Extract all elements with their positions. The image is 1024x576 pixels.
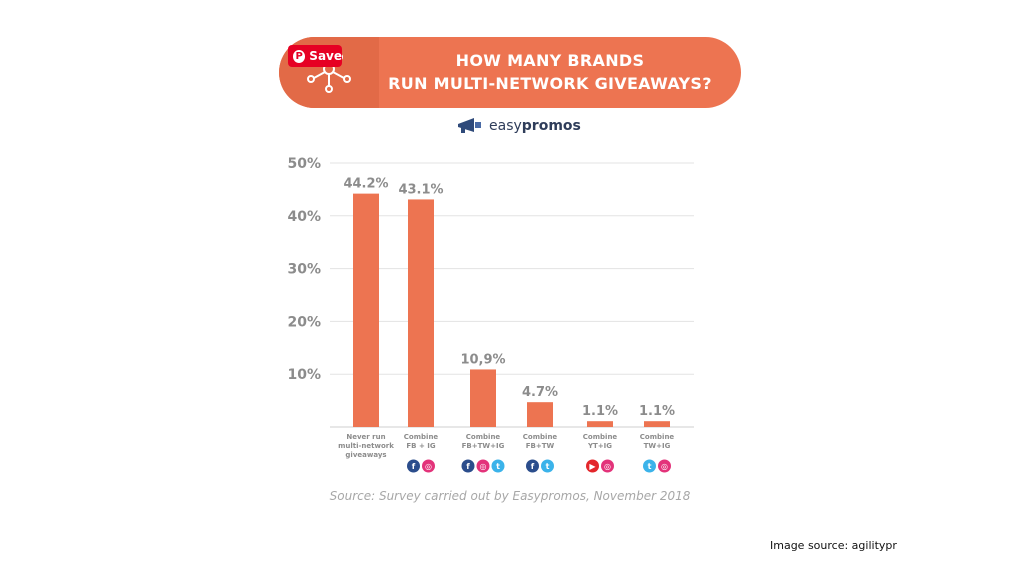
bar [587, 421, 613, 427]
data-label: 44.2% [343, 177, 388, 192]
bar [527, 402, 553, 427]
instagram-icon-glyph: ◎ [661, 462, 668, 471]
twitter-icon [541, 459, 554, 473]
x-tick-label: FB + IG [406, 442, 435, 450]
data-label: 4.7% [522, 385, 558, 400]
youtube-icon-glyph: ▶ [589, 462, 596, 471]
logo-text-easy: easy [489, 118, 522, 134]
y-tick-label: 10% [287, 367, 321, 383]
source-note: Source: Survey carried out by Easypromos… [329, 489, 691, 503]
logo-text: easypromos [489, 118, 581, 134]
instagram-icon-glyph: ◎ [480, 462, 487, 471]
megaphone-icon [458, 118, 481, 133]
youtube-icon [586, 459, 599, 473]
y-tick-label: 50% [287, 156, 321, 172]
pinterest-save-button[interactable]: P Save [288, 45, 342, 67]
title-line-1: HOW MANY BRANDS [455, 51, 645, 70]
x-tick-label: YT+IG [587, 442, 612, 450]
title-banner: HOW MANY BRANDS RUN MULTI-NETWORK GIVEAW… [279, 37, 741, 108]
x-tick-label: Combine [404, 433, 439, 441]
facebook-icon-glyph: f [412, 462, 416, 471]
bar [470, 369, 496, 427]
x-tick-label: FB+TW [526, 442, 555, 450]
x-tick-label: Combine [583, 433, 618, 441]
x-tick-label: FB+TW+IG [462, 442, 505, 450]
twitter-icon [491, 459, 505, 473]
bar [408, 199, 434, 427]
twitter-icon-glyph: t [546, 462, 550, 471]
data-label: 1.1% [582, 404, 618, 419]
pinterest-icon: P [293, 49, 306, 63]
bar [644, 421, 670, 427]
network-icon [307, 53, 351, 93]
facebook-icon-glyph: f [531, 462, 535, 471]
easypromos-logo: easypromos [456, 116, 581, 136]
twitter-icon [643, 459, 656, 473]
twitter-icon-glyph: t [648, 462, 652, 471]
bar [353, 193, 379, 427]
instagram-icon-glyph: ◎ [425, 462, 432, 471]
logo-text-promos: promos [521, 118, 581, 134]
x-tick-label: Never run [346, 433, 385, 441]
y-tick-label: 30% [287, 262, 321, 278]
facebook-icon [526, 459, 539, 473]
y-tick-label: 20% [287, 314, 321, 330]
save-label: Save [309, 49, 342, 63]
x-tick-label: multi-network [338, 442, 394, 450]
instagram-icon [601, 459, 614, 473]
data-label: 10,9% [460, 352, 505, 367]
twitter-icon-glyph: t [496, 462, 500, 471]
facebook-icon-glyph: f [466, 462, 470, 471]
title-line-2: RUN MULTI-NETWORK GIVEAWAYS? [388, 74, 712, 93]
instagram-icon-glyph: ◎ [604, 462, 611, 471]
x-tick-label: Combine [523, 433, 558, 441]
instagram-icon [422, 459, 435, 473]
image-source-caption: Image source: agilitypr [770, 539, 897, 552]
facebook-icon [461, 459, 475, 473]
instagram-icon [476, 459, 490, 473]
x-tick-label: giveaways [345, 451, 386, 459]
y-tick-label: 40% [287, 209, 321, 225]
instagram-icon [658, 459, 671, 473]
data-label: 43.1% [398, 182, 443, 197]
data-label: 1.1% [639, 404, 675, 419]
x-tick-label: Combine [466, 433, 501, 441]
x-tick-label: TW+IG [644, 442, 671, 450]
chart-title: HOW MANY BRANDS RUN MULTI-NETWORK GIVEAW… [379, 49, 721, 95]
facebook-icon [407, 459, 420, 473]
x-tick-label: Combine [640, 433, 675, 441]
